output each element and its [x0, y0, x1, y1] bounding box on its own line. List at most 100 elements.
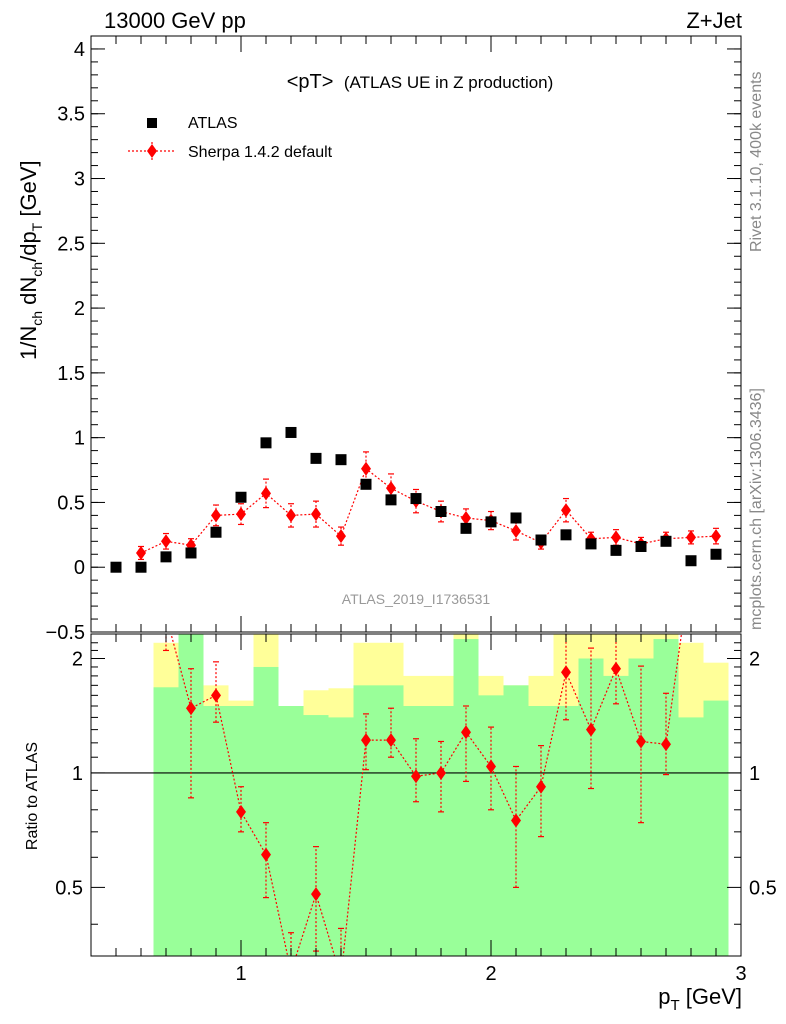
sherpa-ratio-point — [436, 765, 446, 780]
legend-label-sherpa: Sherpa 1.4.2 default — [188, 144, 333, 161]
ratio-y-tick-label-right: 1 — [749, 763, 760, 785]
atlas-data-point — [385, 494, 397, 506]
sherpa-main-point — [286, 508, 296, 523]
sherpa-ratio-point — [461, 725, 471, 740]
main-y-tick-label: 0 — [74, 557, 85, 579]
ratio-y-tick-label-right: 2 — [749, 649, 760, 671]
ratio-inner-band — [453, 639, 479, 956]
rivet-version-label: Rivet 3.1.10, 400k events — [748, 71, 765, 252]
atlas-data-point — [435, 506, 447, 518]
sherpa-main-point — [686, 530, 696, 545]
sherpa-main-point — [611, 530, 621, 545]
ratio-inner-band — [653, 639, 679, 956]
sherpa-main-point — [311, 507, 321, 522]
atlas-data-point — [360, 478, 372, 490]
ratio-inner-band — [478, 695, 504, 956]
ratio-x-axis: 1 2 3 — [115, 634, 747, 985]
ratio-inner-band — [253, 666, 279, 956]
ratio-inner-band — [403, 706, 429, 956]
atlas-data-point — [635, 540, 647, 552]
sherpa-ratio-point — [536, 779, 546, 794]
ratio-y-axis-label: Ratio to ATLAS — [24, 742, 41, 850]
main-y-tick-label: 2.5 — [57, 233, 85, 255]
sherpa-main-point — [161, 534, 171, 549]
sherpa-main-point — [336, 529, 346, 544]
sherpa-main-point — [461, 510, 471, 525]
sherpa-ratio-point — [511, 813, 521, 828]
atlas-data-point — [410, 493, 422, 505]
header-process-label: Z+Jet — [686, 8, 742, 33]
legend: ATLAS Sherpa 1.4.2 default — [128, 115, 333, 161]
sherpa-main-point — [386, 481, 396, 496]
sherpa-ratio-point — [311, 887, 321, 902]
ratio-x-tick-label: 3 — [735, 963, 746, 985]
sherpa-ratio-point — [486, 759, 496, 774]
sherpa-main-point — [211, 508, 221, 523]
atlas-data-point — [485, 516, 497, 528]
ratio-y-tick-label: 1 — [72, 763, 83, 785]
main-y-tick-label: −0.5 — [46, 622, 85, 644]
atlas-data-point — [335, 454, 347, 466]
sherpa-ratio-point — [186, 701, 196, 716]
sherpa-ratio-point — [661, 737, 671, 752]
sherpa-ratio-point — [636, 734, 646, 749]
atlas-data-point — [660, 535, 672, 547]
sherpa-ratio-point — [261, 847, 271, 862]
atlas-data-point — [135, 561, 147, 573]
main-y-tick-label: 3.5 — [57, 104, 85, 126]
sherpa-main-point — [711, 529, 721, 544]
ratio-inner-band — [703, 700, 729, 956]
main-y-tick-label: 3 — [74, 169, 85, 191]
ratio-y-tick-label: 2 — [72, 649, 83, 671]
main-title-sub: (ATLAS UE in Z production) — [344, 73, 553, 92]
atlas-data-point — [185, 547, 197, 559]
main-y-tick-label: 0.5 — [57, 492, 85, 514]
main-y-axis: −0.5 0 0.5 1 1.5 2 2.5 3 3.5 4 — [46, 39, 741, 644]
atlas-data-point — [610, 544, 622, 556]
sherpa-main-point — [236, 507, 246, 522]
main-y-tick-label: 1 — [74, 428, 85, 450]
atlas-data-point — [260, 437, 272, 449]
ratio-plot-area — [91, 608, 741, 979]
ratio-y-axis: 0.5 0.5 1 1 2 2 — [55, 642, 777, 925]
sherpa-ratio-point — [211, 688, 221, 703]
atlas-data-point — [235, 491, 247, 503]
ratio-x-tick-label: 2 — [485, 963, 496, 985]
sherpa-main-point — [561, 503, 571, 518]
main-x-ticks — [115, 36, 717, 632]
atlas-data-point — [310, 452, 322, 464]
sherpa-main-line — [140, 467, 717, 554]
ratio-inner-band — [603, 675, 629, 956]
sherpa-ratio-point — [236, 804, 246, 819]
sherpa-ratio-point — [611, 661, 621, 676]
sherpa-ratio-point — [411, 769, 421, 784]
ratio-y-tick-label: 0.5 — [55, 877, 83, 899]
sherpa-ratio-point — [561, 665, 571, 680]
main-y-tick-label: 2 — [74, 298, 85, 320]
legend-marker-atlas — [147, 118, 157, 128]
ratio-inner-band — [553, 706, 579, 956]
atlas-data-point — [510, 512, 522, 524]
sherpa-ratio-point — [161, 608, 171, 622]
sherpa-ratio-point — [386, 733, 396, 748]
ratio-inner-band — [278, 706, 304, 956]
legend-label-atlas: ATLAS — [188, 115, 238, 132]
atlas-data-point — [110, 561, 122, 573]
atlas-data-point — [560, 529, 572, 541]
ratio-inner-band — [203, 706, 229, 956]
sherpa-ratio-point — [286, 965, 296, 979]
ratio-inner-band — [678, 717, 704, 956]
ratio-x-tick-label: 1 — [235, 963, 246, 985]
atlas-data-point — [685, 555, 697, 567]
ratio-inner-band — [178, 634, 204, 956]
main-title-main: <pT> — [287, 71, 334, 93]
legend-marker-sherpa — [147, 144, 157, 158]
atlas-data-point — [585, 538, 597, 550]
mcplots-source-label: mcplots.cern.ch [arXiv:1306.3436] — [748, 388, 765, 630]
analysis-watermark: ATLAS_2019_I1736531 — [342, 591, 491, 607]
sherpa-main-point — [261, 486, 271, 501]
ratio-inner-band — [303, 715, 329, 956]
atlas-data-point — [210, 526, 222, 538]
atlas-data-point — [285, 426, 297, 438]
